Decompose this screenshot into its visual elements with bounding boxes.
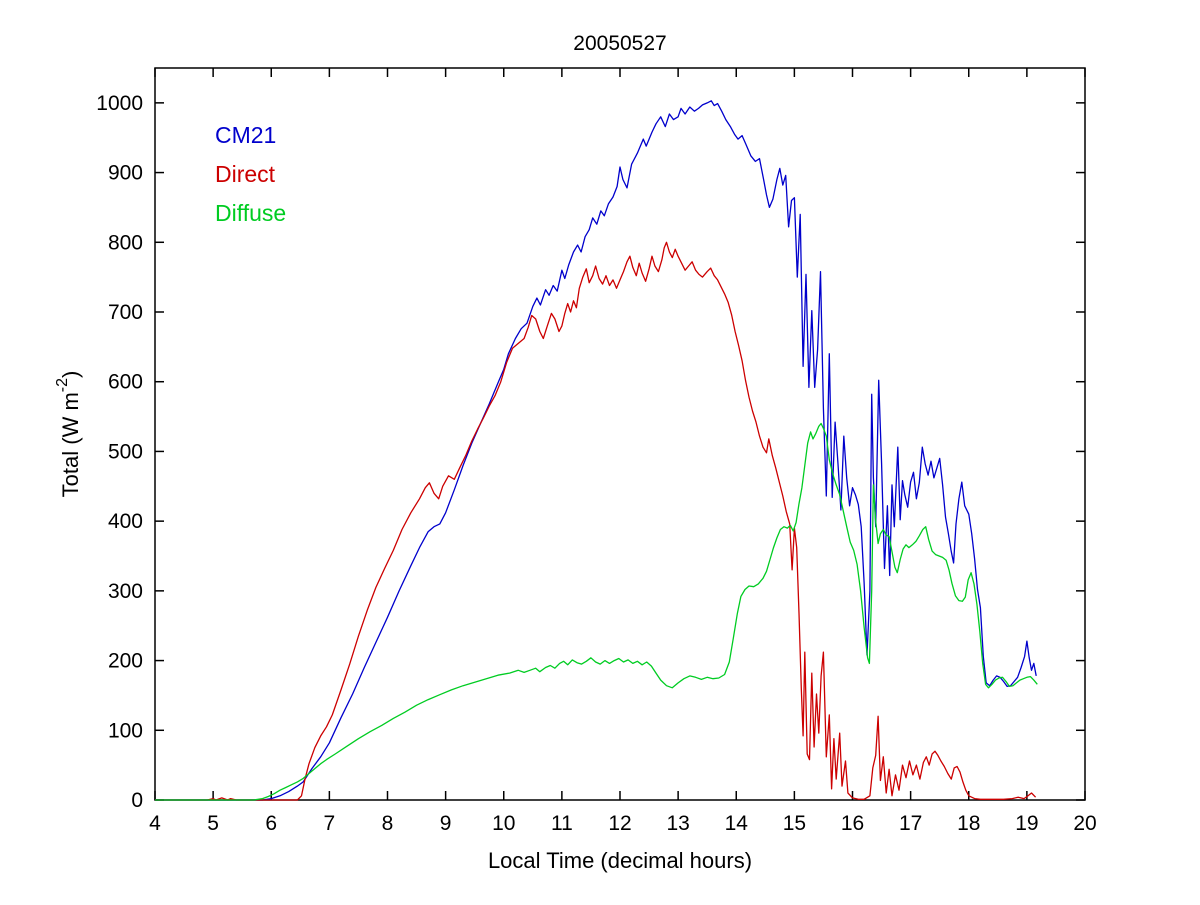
x-tick-label: 16	[841, 812, 864, 835]
x-tick-label: 4	[149, 812, 161, 835]
x-tick-label: 6	[265, 812, 277, 835]
x-tick-label: 20	[1073, 812, 1096, 835]
legend-item-diffuse: Diffuse	[215, 200, 286, 226]
y-tick-label: 0	[131, 789, 143, 812]
chart-title: 20050527	[573, 32, 666, 55]
x-tick-label: 9	[440, 812, 452, 835]
legend: CM21 Direct Diffuse	[215, 122, 286, 226]
axis-ticks	[154, 68, 1086, 801]
y-axis-label: Total (W m-2)	[54, 371, 83, 498]
x-tick-label: 14	[725, 812, 749, 835]
x-tick-label: 11	[551, 812, 573, 835]
x-tick-label: 8	[382, 812, 394, 835]
x-tick-label: 5	[207, 812, 219, 835]
y-tick-label: 100	[108, 719, 143, 742]
x-tick-label: 18	[957, 812, 980, 835]
x-tick-label: 13	[666, 812, 689, 835]
plot-border	[154, 67, 1086, 801]
y-tick-label: 700	[108, 301, 143, 324]
x-tick-label: 19	[1015, 812, 1038, 835]
y-tick-label: 600	[108, 371, 143, 394]
direct-line	[155, 241, 1037, 801]
y-tick-label: 400	[108, 510, 143, 533]
x-tick-label: 10	[492, 812, 515, 835]
y-tick-label: 900	[108, 162, 143, 185]
y-tick-label: 800	[108, 231, 143, 254]
x-tick-label: 15	[783, 812, 806, 835]
x-axis-label: Local Time (decimal hours)	[488, 848, 752, 873]
y-tick-label: 300	[108, 580, 143, 603]
y-tick-label: 200	[108, 650, 143, 673]
x-axis-tick-labels: 4 5 6 7 8 9 10 11 12 13 14 15 16 17 18 19 20	[149, 812, 1097, 835]
legend-item-cm21: CM21	[215, 122, 276, 148]
y-tick-label: 500	[108, 440, 143, 463]
cm21-line	[155, 100, 1037, 801]
diffuse-line	[155, 422, 1038, 801]
y-tick-label: 1000	[96, 92, 143, 115]
x-tick-label: 17	[899, 812, 922, 835]
x-tick-label: 7	[324, 812, 336, 835]
y-axis-tick-labels: 0 100 200 300 400 500 600 700 800 900 1000	[96, 92, 143, 812]
legend-item-direct: Direct	[215, 161, 276, 187]
x-tick-label: 12	[608, 812, 631, 835]
series-lines	[155, 100, 1038, 801]
